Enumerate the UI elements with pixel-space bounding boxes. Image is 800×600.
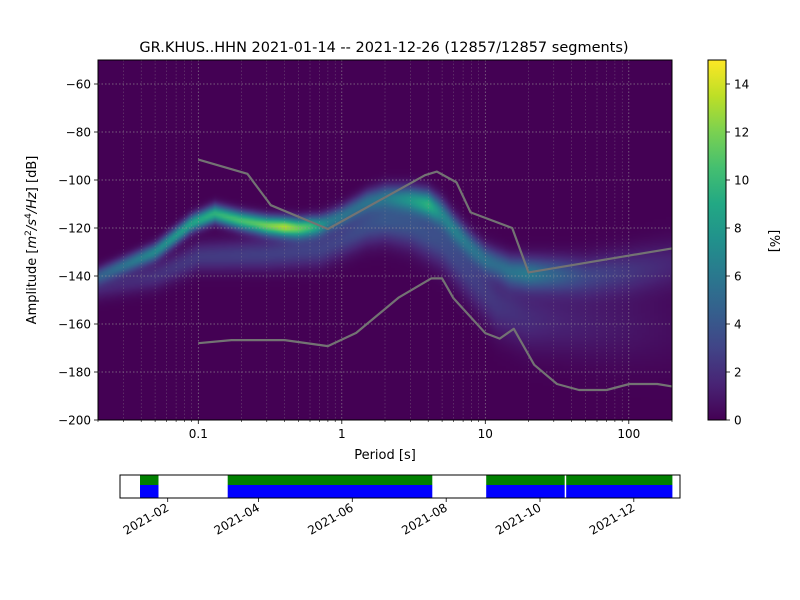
y-tick-label: −100: [58, 174, 91, 188]
x-axis-ticks: 0.1 1 10 100: [97, 420, 673, 441]
y-tick-label: −60: [66, 78, 91, 92]
colorbar-tick-label: 0: [734, 414, 742, 428]
y-tick-label: −140: [58, 270, 91, 284]
timeline-bottom-segment: [486, 485, 565, 498]
noise-model-curves: [197, 158, 673, 392]
colorbar-tick-label: 4: [734, 318, 742, 332]
timeline-top-segment: [566, 475, 673, 485]
colorbar-ticks: 0 2 4 6 8 10 12 14: [726, 78, 749, 428]
colorbar-tick-label: 2: [734, 366, 742, 380]
low-noise-model-line: [198, 277, 673, 392]
timeline-bottom-segment: [566, 485, 673, 498]
x-tick-label: 1: [338, 427, 346, 441]
timeline-bottom-segment: [140, 485, 159, 498]
timeline-top-segment: [140, 475, 159, 485]
y-tick-label: −160: [58, 318, 91, 332]
timeline-top-segment: [227, 475, 433, 485]
x-tick-label: 10: [478, 427, 493, 441]
y-tick-label: −200: [58, 414, 91, 428]
y-tick-label: −80: [66, 126, 91, 140]
timeline-frame: [119, 474, 681, 499]
colorbar-gradient: [707, 59, 727, 421]
ppsd-plot: 0.1 1 10 100 −60 −80 −100 −120 −140 −160 −180 −200: [58, 59, 673, 441]
y-tick-label: −120: [58, 222, 91, 236]
colorbar-label: [%]: [766, 230, 781, 253]
timeline-top-segment: [486, 475, 565, 485]
high-noise-model-line: [197, 158, 673, 274]
y-axis-label: Amplitude [m2/s4/Hz] [dB]: [24, 156, 40, 325]
colorbar-tick-label: 10: [734, 174, 749, 188]
chart-title: GR.KHUS..HHN 2021-01-14 -- 2021-12-26 (1…: [139, 40, 628, 56]
timeline-bars: [140, 475, 673, 498]
x-tick-label: 0.1: [189, 427, 208, 441]
x-tick-label: 100: [617, 427, 640, 441]
x-axis-label: Period [s]: [354, 448, 416, 463]
colorbar-tick-label: 8: [734, 222, 742, 236]
y-axis-ticks: −60 −80 −100 −120 −140 −160 −180 −200: [58, 78, 98, 428]
colorbar: 0 2 4 6 8 10 12 14 [%]: [707, 59, 781, 428]
colorbar-tick-label: 12: [734, 126, 749, 140]
timeline-bottom-segment: [227, 485, 433, 498]
colorbar-tick-label: 14: [734, 78, 749, 92]
colorbar-tick-label: 6: [734, 270, 742, 284]
y-tick-label: −180: [58, 366, 91, 380]
